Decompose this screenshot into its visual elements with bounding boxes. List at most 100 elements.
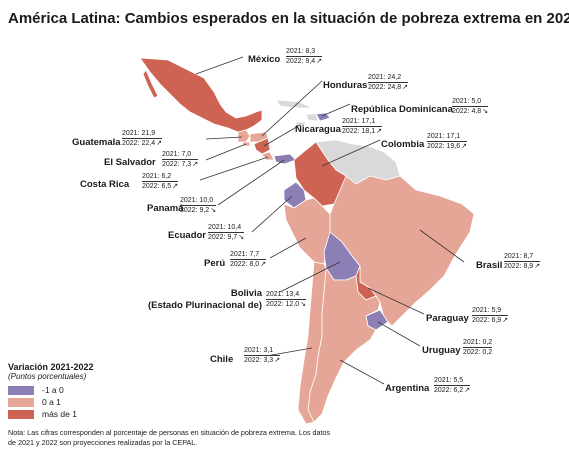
values-paraguay: 2021: 5,9 2022: 6,9↗: [472, 306, 509, 325]
leader-nicaragua: [263, 124, 301, 147]
value-2021: 2021: 13,4: [266, 291, 300, 298]
country-name: Chile: [210, 354, 234, 365]
leader-honduras: [261, 80, 323, 137]
value-2022: 2022: 19,6: [427, 143, 461, 150]
country-name: Costa Rica: [80, 179, 130, 190]
arrow-up-icon: ↗: [502, 317, 509, 324]
country-name: Paraguay: [426, 313, 469, 324]
arrow-down-icon: ↘: [210, 207, 217, 214]
label-costarica: Costa Rica: [80, 175, 129, 191]
values-ecuador: 2021: 10,4 2022: 9,7↘: [208, 223, 245, 242]
value-2021: 2021: 5,5: [434, 377, 464, 384]
value-2022: 2022: 22,4: [122, 140, 156, 147]
values-peru: 2021: 7,7 2022: 8,0↗: [230, 250, 267, 269]
country-name: Nicaragua: [295, 124, 341, 135]
legend-swatch: [8, 385, 34, 395]
value-2022: 2022: 7,3: [162, 161, 192, 168]
value-2021: 2021: 5,9: [472, 307, 502, 314]
label-nicaragua: Nicaragua: [295, 120, 341, 136]
values-uruguay: 2021: 0,2 2022: 0,2: [463, 338, 493, 357]
country-name: El Salvador: [104, 157, 156, 168]
label-bolivia: Bolivia (Estado Plurinacional de): [128, 289, 262, 310]
value-2021: 2021: 8,3: [286, 48, 316, 55]
value-2022: 2022: 24,8: [368, 84, 402, 91]
region-panama: [273, 153, 297, 165]
arrow-up-icon: ↗: [260, 261, 267, 268]
leader-chile: [265, 347, 313, 357]
label-dominicana: República Dominicana: [351, 100, 453, 116]
country-name: República Dominicana: [351, 104, 453, 115]
values-brasil: 2021: 8,7 2022: 8,9↗: [504, 252, 541, 271]
arrow-down-icon: ↘: [238, 234, 245, 241]
value-2022: 2022: 4,8: [452, 108, 482, 115]
map-title: América Latina: Cambios esperados en la …: [8, 10, 569, 27]
values-dominicana: 2021: 5,0 2022: 4,8↘: [452, 97, 489, 116]
leader-bolivia: [279, 261, 341, 293]
values-nicaragua: 2021: 17,1 2022: 18,1↗: [342, 117, 382, 136]
region-nicaragua: [253, 137, 271, 155]
label-peru: Perú: [204, 254, 225, 270]
map-regions: [139, 57, 475, 425]
leader-uruguay: [377, 321, 421, 347]
leader-panama: [217, 159, 285, 206]
country-name: Argentina: [385, 383, 430, 394]
value-2021: 2021: 6,2: [142, 173, 172, 180]
arrow-up-icon: ↗: [156, 140, 162, 147]
leader-dominicana: [321, 103, 351, 117]
value-2021: 2021: 5,0: [452, 98, 482, 105]
legend-subtitle: (Puntos porcentuales): [8, 372, 87, 381]
legend-swatch: [8, 397, 34, 407]
value-2021: 2021: 7,0: [162, 151, 192, 158]
region-chile: [297, 261, 327, 425]
arrow-up-icon: ↗: [464, 387, 471, 394]
values-costarica: 2021: 6,2 2022: 6,5↗: [142, 172, 179, 191]
leader-argentina: [339, 359, 385, 385]
value-2021: 2021: 21,9: [122, 130, 156, 137]
label-uruguay: Uruguay: [422, 341, 461, 357]
value-2022: 2022: 18,1: [342, 128, 376, 135]
label-guatemala: Guatemala: [72, 133, 121, 149]
value-2021: 2021: 3,1: [244, 347, 274, 354]
country-name: México: [248, 54, 281, 65]
leader-costarica: [199, 156, 269, 181]
arrow-up-icon: ↗: [534, 263, 541, 270]
value-2022: 2022: 9,2: [180, 207, 210, 214]
value-2021: 2021: 17,1: [342, 118, 376, 125]
value-2022: 2022: 9,7: [208, 234, 238, 241]
values-elsalvador: 2021: 7,0 2022: 7,3↗: [162, 150, 199, 169]
map-legend: Variación 2021-2022 (Puntos porcentuales…: [8, 362, 94, 420]
legend-title: Variación 2021-2022: [8, 362, 94, 372]
leader-brasil: [419, 229, 465, 263]
value-2021: 2021: 8,7: [504, 253, 534, 260]
value-2022: 2022: 6,9: [472, 317, 502, 324]
value-2022: 2022: 0,2: [463, 349, 493, 356]
country-name: Bolivia: [230, 288, 262, 299]
values-argentina: 2021: 5,5 2022: 6,2↗: [434, 376, 471, 395]
value-2021: 2021: 7,7: [230, 251, 260, 258]
country-name: Guatemala: [72, 137, 121, 148]
region-other: [275, 99, 319, 127]
values-honduras: 2021: 24,2 2022: 24,8↗: [368, 73, 408, 92]
region-guatemala: [237, 129, 251, 143]
country-name: Honduras: [323, 80, 368, 91]
values-panama: 2021: 10,0 2022: 9,2↘: [180, 196, 217, 215]
country-name: Brasil: [476, 260, 503, 271]
leader-ecuador: [251, 195, 293, 233]
country-name: Uruguay: [422, 345, 461, 356]
value-2022: 2022: 8,0: [230, 261, 260, 268]
arrow-down-icon: ↘: [482, 108, 489, 115]
arrow-down-icon: ↘: [300, 301, 306, 308]
value-2021: 2021: 17,1: [427, 133, 461, 140]
label-elsalvador: El Salvador: [104, 153, 156, 169]
label-panama: Panamá: [147, 199, 183, 215]
label-honduras: Honduras: [323, 76, 367, 92]
label-paraguay: Paraguay: [426, 309, 469, 325]
label-colombia: Colombia: [381, 135, 424, 151]
legend-swatch: [8, 409, 34, 419]
leader-peru: [269, 237, 307, 259]
legend-label: 0 a 1: [42, 397, 61, 407]
value-2022: 2022: 6,5: [142, 183, 172, 190]
region-mexico: [139, 57, 263, 133]
value-2022: 2022: 8,9: [504, 263, 534, 270]
leader-mexico: [195, 56, 244, 75]
